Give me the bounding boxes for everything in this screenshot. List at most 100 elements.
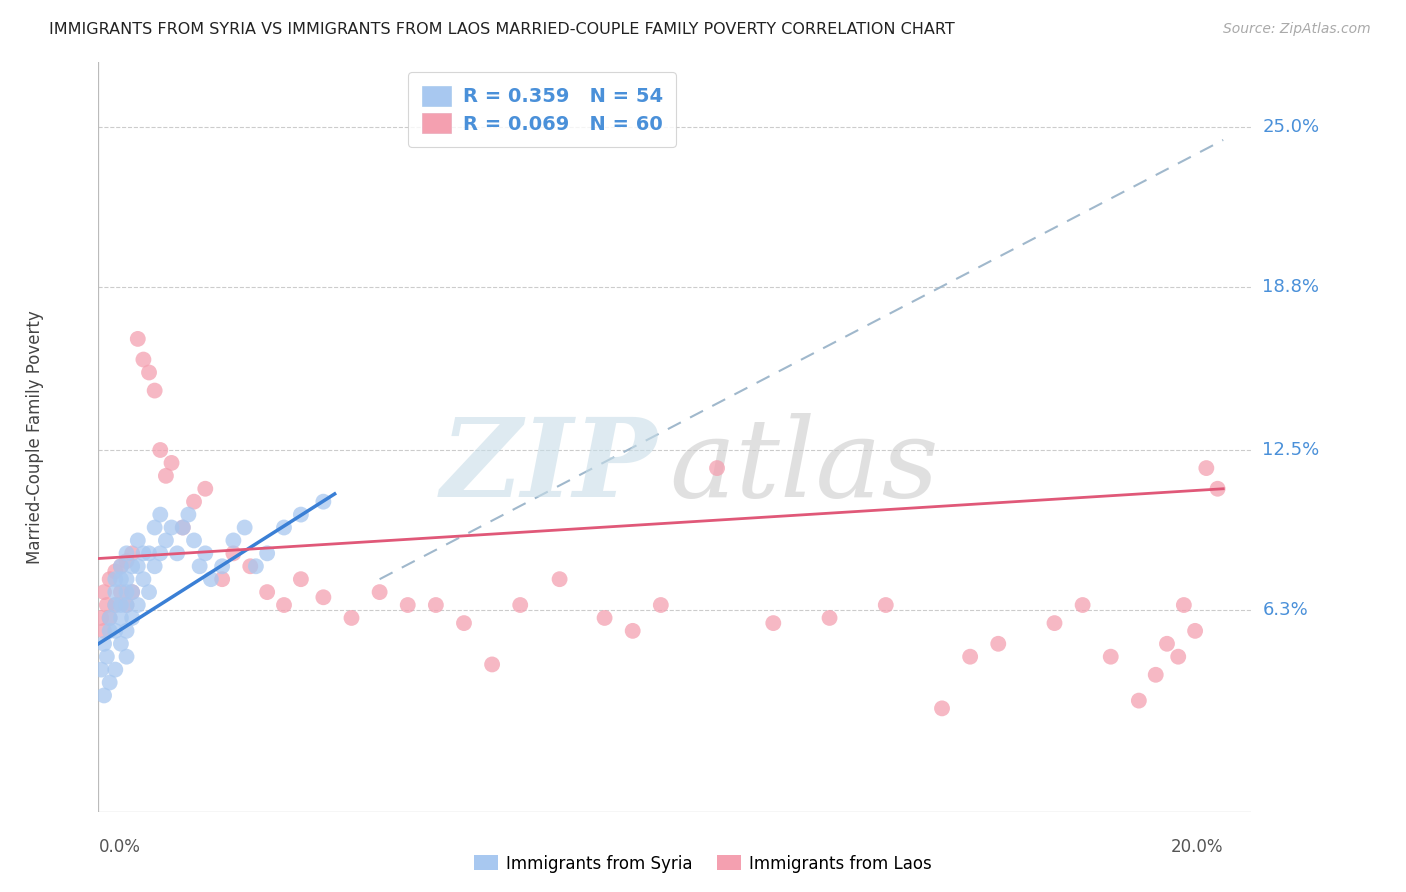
Point	[1206, 482, 1229, 496]
Text: IMMIGRANTS FROM SYRIA VS IMMIGRANTS FROM LAOS MARRIED-COUPLE FAMILY POVERTY CORR: IMMIGRANTS FROM SYRIA VS IMMIGRANTS FROM…	[49, 22, 955, 37]
Point	[312, 494, 335, 508]
Text: atlas: atlas	[669, 413, 939, 521]
Point	[143, 384, 166, 398]
Text: ZIP: ZIP	[441, 413, 658, 521]
Point	[396, 598, 419, 612]
Point	[1071, 598, 1094, 612]
Point	[875, 598, 897, 612]
Point	[290, 508, 312, 522]
Text: 12.5%: 12.5%	[1263, 441, 1320, 459]
Point	[160, 456, 183, 470]
Point	[115, 598, 138, 612]
Point	[110, 585, 132, 599]
Point	[368, 585, 391, 599]
Point	[127, 332, 149, 346]
Point	[143, 520, 166, 534]
Point	[98, 572, 121, 586]
Point	[1184, 624, 1206, 638]
Point	[90, 611, 112, 625]
Point	[194, 482, 217, 496]
Point	[650, 598, 672, 612]
Text: Source: ZipAtlas.com: Source: ZipAtlas.com	[1223, 22, 1371, 37]
Point	[96, 598, 118, 612]
Point	[194, 546, 217, 560]
Point	[548, 572, 571, 586]
Point	[155, 533, 177, 548]
Point	[1128, 693, 1150, 707]
Point	[121, 559, 143, 574]
Legend: Immigrants from Syria, Immigrants from Laos: Immigrants from Syria, Immigrants from L…	[468, 848, 938, 880]
Point	[115, 598, 138, 612]
Point	[222, 546, 245, 560]
Point	[509, 598, 531, 612]
Point	[104, 663, 127, 677]
Point	[138, 585, 160, 599]
Point	[143, 559, 166, 574]
Point	[110, 559, 132, 574]
Point	[104, 624, 127, 638]
Point	[98, 611, 121, 625]
Point	[115, 546, 138, 560]
Point	[93, 637, 115, 651]
Point	[959, 649, 981, 664]
Point	[200, 572, 222, 586]
Point	[172, 520, 194, 534]
Point	[931, 701, 953, 715]
Point	[245, 559, 267, 574]
Point	[110, 611, 132, 625]
Point	[132, 546, 155, 560]
Text: 18.8%: 18.8%	[1263, 278, 1319, 296]
Point	[98, 624, 121, 638]
Point	[104, 565, 127, 579]
Point	[104, 572, 127, 586]
Point	[256, 585, 278, 599]
Point	[104, 598, 127, 612]
Text: 6.3%: 6.3%	[1263, 601, 1308, 619]
Point	[110, 598, 132, 612]
Point	[256, 546, 278, 560]
Point	[132, 572, 155, 586]
Point	[110, 637, 132, 651]
Point	[115, 554, 138, 568]
Point	[425, 598, 447, 612]
Point	[138, 366, 160, 380]
Text: Married-Couple Family Poverty: Married-Couple Family Poverty	[25, 310, 44, 564]
Point	[290, 572, 312, 586]
Point	[149, 508, 172, 522]
Point	[188, 559, 211, 574]
Point	[211, 559, 233, 574]
Text: 0.0%: 0.0%	[98, 838, 141, 855]
Point	[104, 598, 127, 612]
Point	[115, 624, 138, 638]
Point	[762, 616, 785, 631]
Point	[1156, 637, 1178, 651]
Point	[115, 649, 138, 664]
Point	[166, 546, 188, 560]
Point	[96, 649, 118, 664]
Point	[211, 572, 233, 586]
Point	[115, 585, 138, 599]
Point	[172, 520, 194, 534]
Point	[621, 624, 644, 638]
Point	[149, 442, 172, 457]
Point	[1173, 598, 1195, 612]
Text: 20.0%: 20.0%	[1171, 838, 1223, 855]
Point	[706, 461, 728, 475]
Point	[177, 508, 200, 522]
Point	[160, 520, 183, 534]
Point	[1167, 649, 1189, 664]
Point	[138, 546, 160, 560]
Point	[453, 616, 475, 631]
Point	[1043, 616, 1066, 631]
Point	[183, 533, 205, 548]
Point	[481, 657, 503, 672]
Point	[90, 663, 112, 677]
Point	[1144, 667, 1167, 681]
Point	[132, 352, 155, 367]
Point	[273, 598, 295, 612]
Point	[818, 611, 841, 625]
Point	[121, 546, 143, 560]
Point	[104, 585, 127, 599]
Point	[340, 611, 363, 625]
Point	[98, 675, 121, 690]
